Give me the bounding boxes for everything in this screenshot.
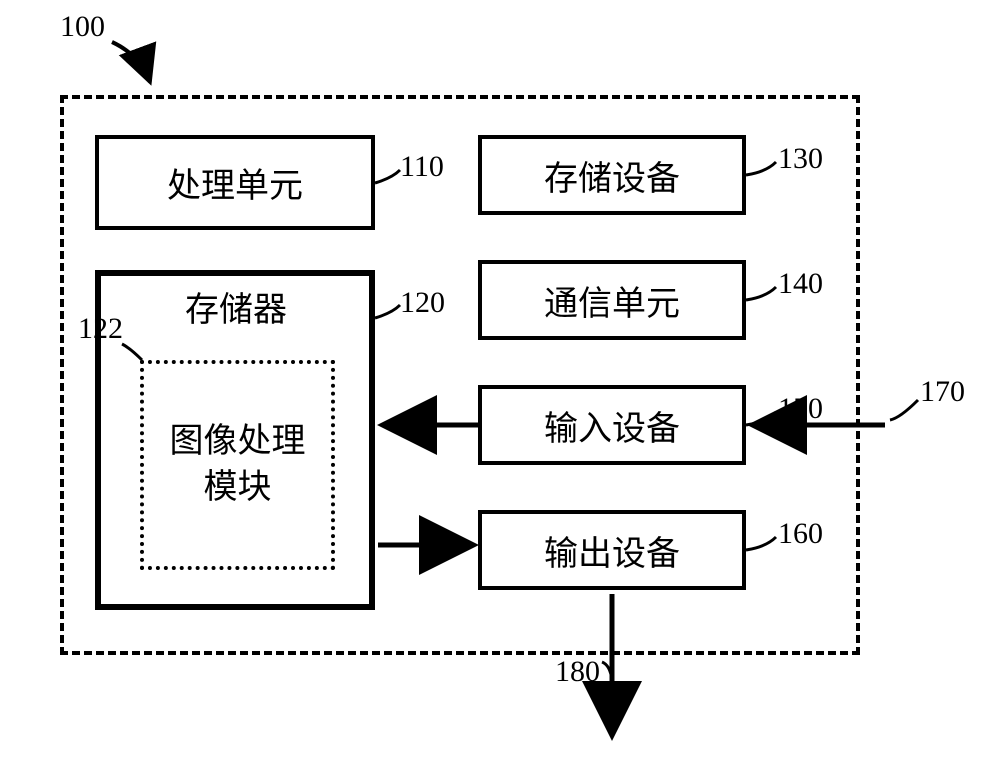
input-device-label: 输入设备 (544, 401, 680, 450)
comm-unit-label: 通信单元 (544, 276, 680, 325)
processing-unit-label: 处理单元 (167, 158, 303, 207)
ref-130: 130 (778, 142, 823, 176)
output-device-label: 输出设备 (544, 526, 680, 575)
image-processing-label-1: 图像处理 (170, 419, 306, 465)
memory-label: 存储器 (185, 282, 287, 331)
image-processing-label-2: 模块 (204, 465, 272, 511)
image-processing-module: 图像处理 模块 (140, 360, 335, 570)
input-device-block: 输入设备 (478, 385, 746, 465)
storage-device-label: 存储设备 (544, 151, 680, 200)
ref-110: 110 (400, 150, 444, 184)
processing-unit-block: 处理单元 (95, 135, 375, 230)
ref-160: 160 (778, 517, 823, 551)
ref-120: 120 (400, 286, 445, 320)
ref-180: 180 (555, 655, 600, 689)
ref-150: 150 (778, 392, 823, 426)
output-device-block: 输出设备 (478, 510, 746, 590)
ref-140: 140 (778, 267, 823, 301)
ref-170: 170 (920, 375, 965, 409)
storage-device-block: 存储设备 (478, 135, 746, 215)
ref-100: 100 (60, 10, 105, 44)
comm-unit-block: 通信单元 (478, 260, 746, 340)
ref-122: 122 (78, 312, 123, 346)
